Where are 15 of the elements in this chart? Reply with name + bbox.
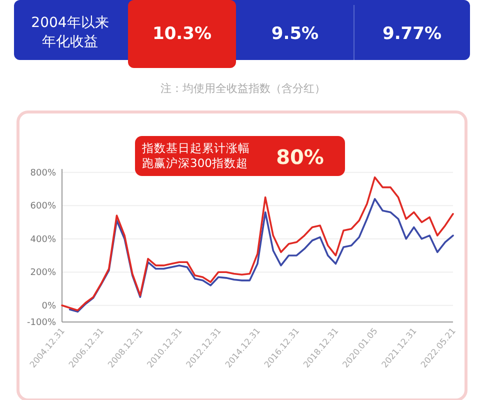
y-tick-label: 600% xyxy=(30,202,56,212)
y-tick-label: 0% xyxy=(42,301,56,312)
text: 注：均使用全收益指数（含分红） xyxy=(160,82,326,95)
line-series xyxy=(68,198,454,313)
text: 2004年以来年化收益 xyxy=(31,15,109,50)
chart-subtitle: 80% xyxy=(276,145,324,169)
text: 9.77% xyxy=(382,24,442,44)
text: 9.5% xyxy=(271,24,319,44)
line-series xyxy=(61,176,454,312)
y-tick-label: -100% xyxy=(27,318,56,328)
y-tick-label: 200% xyxy=(30,268,56,278)
chart-title: 指数基日起累计涨幅跑赢沪深300指数超 xyxy=(141,141,250,170)
y-tick-label: 800% xyxy=(30,168,56,178)
y-tick-label: 400% xyxy=(30,234,56,245)
text: 10.3% xyxy=(152,24,212,44)
